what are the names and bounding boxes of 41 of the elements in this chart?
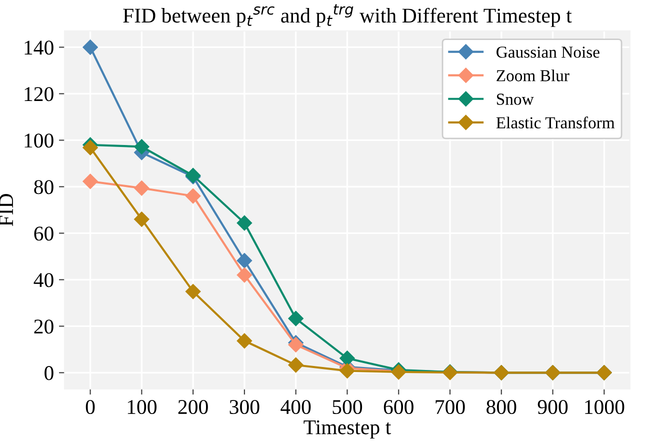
point (236, 253, 252, 268)
y-tick-label: 80 (34, 180, 54, 194)
x-tick-label: 100 (128, 400, 157, 414)
point (134, 180, 150, 196)
chart-title: FID between p$_{t}$$^{src}$ and p$_{t}$$^{trg}$ with Different Timestep t (123, 4, 572, 27)
point (185, 284, 201, 300)
x-tick-label: 600 (384, 400, 414, 414)
point (134, 139, 150, 154)
x-tick-label: 1000 (585, 400, 624, 414)
x-tick-label: 400 (280, 400, 311, 414)
y-tick-label: 100 (24, 134, 54, 148)
x-tick-label: 0 (86, 400, 95, 414)
x-tick-label: 500 (332, 400, 362, 414)
x-tick-label: 800 (486, 400, 516, 414)
legend-label: Snow (496, 94, 534, 105)
point (82, 174, 98, 189)
legend-label: Gaussian Noise (496, 46, 600, 58)
legend-label: Zoom Blur (496, 70, 570, 82)
x-axis-title: Timestep t (304, 420, 391, 439)
point (185, 188, 201, 204)
x-tick-label: 200 (178, 400, 208, 414)
x-tick-label: 900 (538, 400, 568, 414)
legend-label: Elastic Transform (496, 116, 615, 128)
y-tick-label: 40 (34, 273, 54, 288)
point (236, 333, 252, 348)
point (236, 267, 252, 283)
point (236, 215, 252, 231)
point (340, 363, 355, 378)
y-tick-label: 0 (44, 366, 54, 380)
point (134, 212, 150, 227)
y-tick-label: 60 (34, 226, 54, 241)
point (340, 350, 355, 366)
x-tick-label: 300 (230, 400, 260, 414)
point (288, 357, 304, 373)
point (288, 310, 304, 326)
y-tick-label: 140 (24, 40, 54, 55)
point (82, 40, 98, 55)
x-tick-label: 700 (436, 400, 465, 414)
point (82, 140, 98, 156)
y-tick-label: 20 (34, 320, 54, 334)
y-tick-label: 120 (24, 87, 54, 102)
